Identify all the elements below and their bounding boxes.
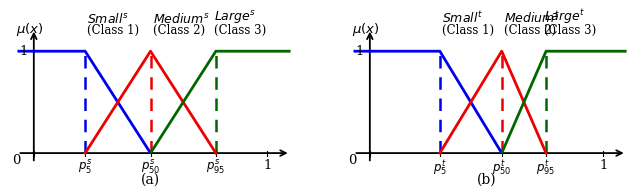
- Text: 1: 1: [20, 45, 28, 58]
- Text: $\mu(x)$: $\mu(x)$: [353, 21, 380, 38]
- Text: $\mathit{Medium}^{s}$: $\mathit{Medium}^{s}$: [153, 12, 210, 26]
- Text: 0: 0: [13, 154, 21, 167]
- Text: $\mathit{Large}^{s}$: $\mathit{Large}^{s}$: [214, 9, 256, 26]
- Text: (Class 3): (Class 3): [214, 24, 266, 37]
- Text: $p^t_{95}$: $p^t_{95}$: [536, 159, 556, 178]
- Text: $\mathit{Medium}^{t}$: $\mathit{Medium}^{t}$: [504, 11, 560, 26]
- Text: $p^s_5$: $p^s_5$: [78, 159, 92, 176]
- Text: $p^t_{50}$: $p^t_{50}$: [492, 159, 511, 178]
- Text: $p^t_5$: $p^t_5$: [433, 159, 447, 178]
- Text: 0: 0: [349, 154, 357, 167]
- Text: (b): (b): [477, 172, 497, 186]
- Text: (Class 1): (Class 1): [88, 24, 140, 37]
- Text: $\mathit{Small}^{t}$: $\mathit{Small}^{t}$: [442, 11, 484, 26]
- Text: $\mathit{Large}^{t}$: $\mathit{Large}^{t}$: [544, 8, 586, 26]
- Text: $p^s_{95}$: $p^s_{95}$: [206, 159, 225, 176]
- Text: 1: 1: [599, 159, 607, 172]
- Text: 1: 1: [263, 159, 271, 172]
- Text: $p^s_{50}$: $p^s_{50}$: [141, 159, 160, 176]
- Text: (Class 3): (Class 3): [544, 24, 596, 37]
- Text: $\mathit{Small}^{s}$: $\mathit{Small}^{s}$: [88, 12, 129, 26]
- Text: $\mu(x)$: $\mu(x)$: [16, 21, 44, 38]
- Text: (Class 1): (Class 1): [442, 24, 494, 37]
- Text: 1: 1: [356, 45, 364, 58]
- Text: (Class 2): (Class 2): [153, 24, 205, 37]
- Text: (Class 2): (Class 2): [504, 24, 556, 37]
- Text: (a): (a): [141, 172, 160, 186]
